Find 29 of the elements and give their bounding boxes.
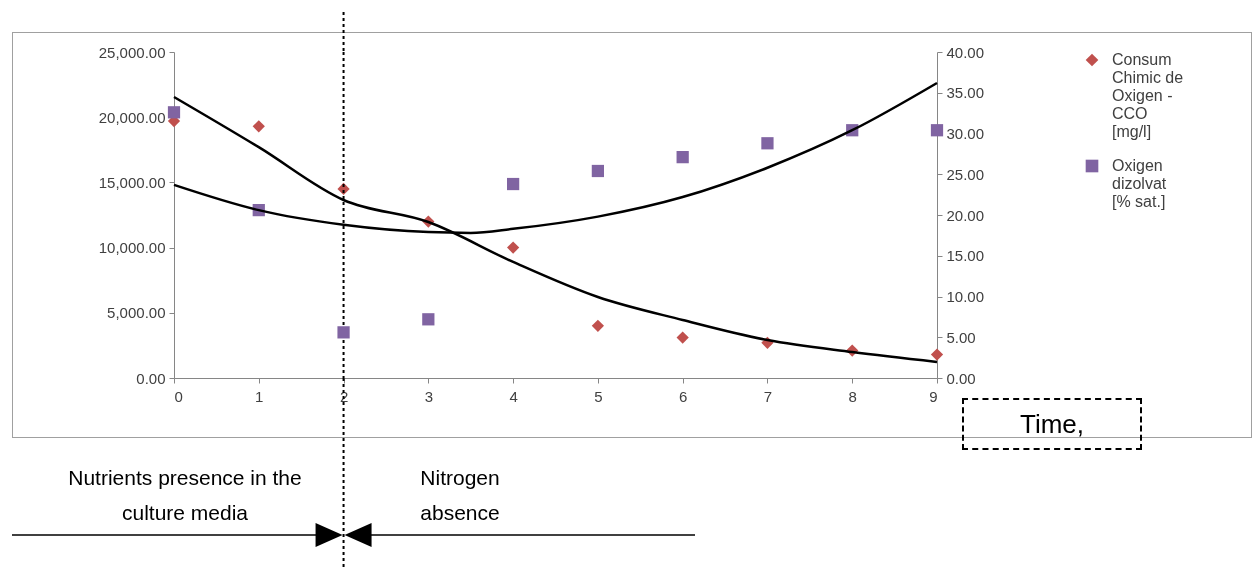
y2-tick-label: 10.00 (946, 288, 985, 305)
x-tick-label: 9 (929, 387, 938, 405)
y-tick-label: 25,000.00 (98, 43, 166, 61)
y2-tick-label: 30.00 (946, 125, 985, 142)
text: Time, (962, 398, 1142, 450)
y2-tick-label: 20.00 (946, 206, 985, 224)
x-tick-label: 0 (174, 387, 183, 405)
y2-tick-label: 35.00 (946, 84, 985, 102)
y-tick-label: 0.00 (136, 369, 166, 387)
x-tick-label: 6 (678, 387, 688, 405)
y2-tick-label: 5.00 (946, 328, 976, 346)
x-tick-label: 3 (424, 387, 434, 405)
legend-label: Oxigen dizolvat [% sat.] (1112, 157, 1167, 210)
y-tick-label: 20,000.00 (98, 108, 166, 126)
y2-tick-label: 40.00 (946, 43, 985, 61)
legend-label: Consum Chimic de Oxigen - CCO [mg/l] (1112, 51, 1184, 140)
y-tick-label: 15,000.00 (98, 173, 166, 191)
text: Nutrients presence in the culture media (67, 465, 303, 526)
y-tick-label: 5,000.00 (107, 304, 166, 322)
text: Nitrogen absence (419, 465, 501, 526)
y2-tick-label: 15.00 (946, 247, 985, 265)
y-tick-label: 10,000.00 (98, 239, 166, 257)
y2-tick-label: 25.00 (946, 165, 985, 183)
x-tick-label: 7 (763, 387, 773, 405)
x-tick-label: 4 (509, 387, 518, 405)
x-tick-label: 1 (255, 387, 264, 405)
y2-tick-label: 0.00 (946, 369, 976, 387)
x-tick-label: 8 (848, 387, 857, 405)
x-tick-label: 5 (594, 387, 603, 405)
